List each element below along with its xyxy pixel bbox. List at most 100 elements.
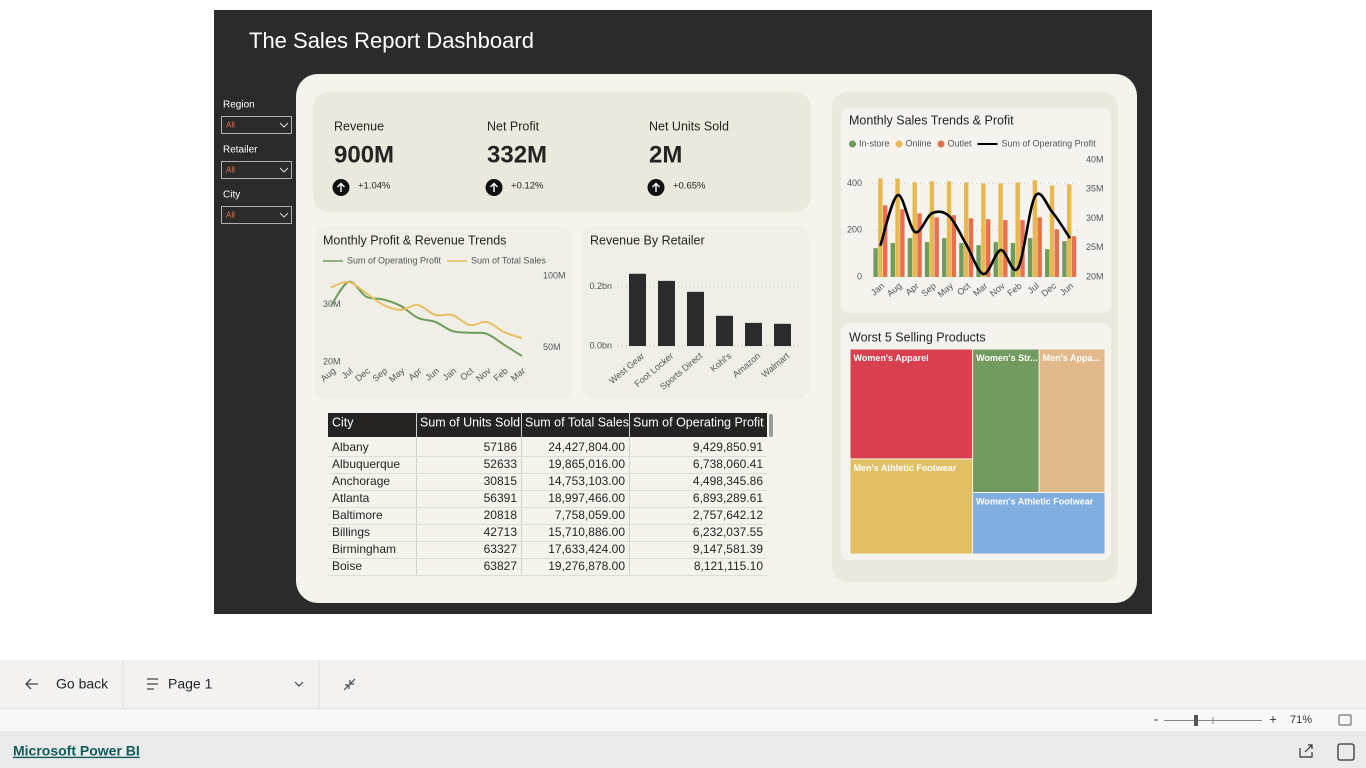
table-cell: 9,147,581.39	[693, 542, 763, 556]
filter-value[interactable]: All	[226, 166, 235, 175]
table-cell: 8,121,115.10	[694, 559, 764, 573]
collapse-icon[interactable]	[343, 678, 356, 691]
filter-box[interactable]	[221, 161, 292, 179]
bar	[912, 182, 917, 277]
table-cell: 6,738,060.41	[693, 457, 763, 471]
table-cell: 2,757,642.12	[693, 508, 763, 522]
y-tick-label: 400	[847, 178, 862, 188]
chevron	[279, 122, 289, 128]
back-button[interactable]: Go back	[25, 676, 109, 692]
filter-label: Retailer	[223, 145, 258, 156]
y2-tick-label: 100M	[543, 270, 566, 280]
treemap-tile	[850, 459, 973, 554]
table-cell: 57186	[484, 440, 518, 454]
treemap-tile	[1039, 349, 1105, 492]
treemap-tile	[973, 493, 1105, 554]
y-tick-label: 0	[857, 271, 862, 281]
bar	[1037, 217, 1042, 277]
chevron	[279, 167, 289, 173]
bar	[1067, 184, 1072, 277]
bar	[959, 243, 964, 277]
bar	[890, 243, 895, 277]
column-header: Sum of Units Sold	[420, 415, 520, 429]
scrollbar[interactable]	[769, 414, 773, 437]
filter-box[interactable]	[221, 116, 292, 134]
back-label[interactable]: Go back	[56, 676, 109, 692]
table-cell: 15,710,886.00	[548, 525, 625, 539]
bar	[934, 217, 939, 277]
table-cell: Atlanta	[332, 491, 370, 505]
table-cell: 24,427,804.00	[548, 440, 625, 454]
dashboard-title: The Sales Report Dashboard	[249, 28, 534, 53]
fullscreen-icon[interactable]	[1337, 743, 1355, 761]
filter-box[interactable]	[221, 206, 292, 224]
bar	[658, 280, 675, 346]
treemap-tile	[850, 349, 973, 459]
table-cell: 6,893,289.61	[693, 491, 763, 505]
legend-label: Sum of Operating Profit	[1002, 138, 1097, 148]
bar	[1027, 238, 1033, 277]
brand-link[interactable]: Microsoft Power BI	[13, 743, 140, 759]
table-cell: 20818	[484, 508, 518, 522]
zoom-in[interactable]: +	[1269, 711, 1277, 726]
kpi-label: Net Units Sold	[649, 119, 729, 133]
kpi-change: +1.04%	[358, 181, 391, 192]
bar	[882, 205, 888, 277]
legend-label: Online	[906, 138, 932, 148]
filter-value[interactable]: All	[226, 211, 235, 220]
table-cell: 42713	[484, 525, 518, 539]
kpi-change: +0.65%	[673, 181, 706, 192]
kpi-card	[313, 92, 811, 212]
table-cell: Albuquerque	[332, 457, 400, 471]
filter-dropdown[interactable]: All	[221, 206, 292, 224]
table-cell: 18,997,466.00	[548, 491, 625, 505]
series-line	[330, 280, 523, 357]
y2-tick-label: 35M	[1086, 184, 1104, 194]
table-cell: 30815	[484, 474, 518, 488]
legend-label: Sum of Operating Profit	[347, 255, 442, 265]
bar	[878, 178, 883, 277]
bar	[981, 183, 986, 277]
column-header: City	[332, 415, 354, 429]
filter-value[interactable]: All	[226, 121, 235, 130]
legend-swatch	[849, 140, 856, 148]
bar	[1003, 220, 1008, 277]
legend-swatch	[937, 140, 945, 148]
bar	[687, 291, 704, 346]
bar	[774, 323, 791, 346]
kpi-value: 900M	[334, 141, 394, 168]
y2-tick-label: 20M	[1086, 271, 1104, 281]
bar	[745, 322, 762, 346]
tile-label: Women's Str...	[976, 353, 1038, 363]
fit-icon[interactable]	[1338, 714, 1352, 726]
y2-tick-label: 40M	[1086, 154, 1104, 164]
table-cell: Albany	[332, 440, 369, 454]
legend-label: Outlet	[948, 138, 973, 148]
table-header-bg	[328, 413, 767, 437]
table-cell: 9,429,850.91	[693, 440, 763, 454]
y2-tick-label: 30M	[1086, 213, 1104, 223]
y2-tick-label: 50M	[543, 342, 561, 352]
filter-dropdown[interactable]: All	[221, 161, 292, 179]
zoom-thumb[interactable]	[1194, 715, 1198, 726]
y-tick-label: 0.2bn	[589, 281, 612, 291]
chevron	[294, 681, 304, 687]
zoom-out[interactable]: -	[1154, 711, 1158, 726]
y-tick-label: 20M	[323, 356, 341, 366]
bar	[629, 273, 646, 346]
share-icon[interactable]	[1299, 744, 1313, 758]
table-cell: 4,498,345.86	[693, 474, 763, 488]
tile-label: Women's Athletic Footwear	[976, 496, 1094, 506]
page-dropdown[interactable]: Page 1	[147, 676, 304, 692]
legend-label: In-store	[859, 138, 890, 148]
bar	[1049, 185, 1055, 277]
column-header: Sum of Total Sales	[525, 415, 629, 429]
chart-title: Monthly Sales Trends & Profit	[849, 113, 1014, 127]
page-label[interactable]: Page 1	[168, 676, 213, 692]
nav-bar	[0, 660, 1366, 708]
filter-dropdown[interactable]: All	[221, 116, 292, 134]
chevron	[279, 212, 289, 218]
table-cell: Boise	[332, 559, 362, 573]
page-icon	[147, 678, 158, 690]
